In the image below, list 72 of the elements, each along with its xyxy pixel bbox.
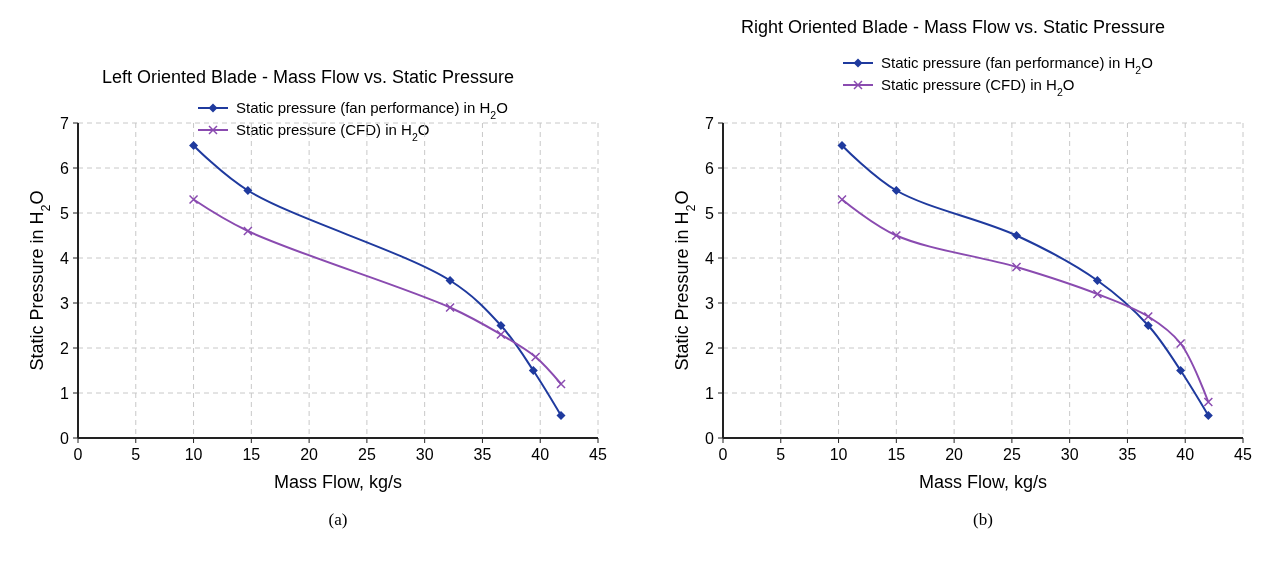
- y-tick-label: 7: [705, 115, 715, 132]
- chart-title: Right Oriented Blade - Mass Flow vs. Static Pressure: [740, 17, 1166, 37]
- x-tick-label: 30: [1060, 446, 1079, 463]
- point: [528, 366, 538, 375]
- x-tick-label: 40: [531, 446, 550, 463]
- x-tick-label: 45: [589, 446, 607, 463]
- x-tick-label: 10: [184, 446, 203, 463]
- point: [243, 186, 253, 195]
- x-tick-label: 30: [415, 446, 434, 463]
- y-tick-label: 3: [60, 295, 70, 312]
- point: [445, 276, 455, 285]
- point: [837, 141, 847, 150]
- point: [1092, 276, 1102, 285]
- y-tick-label: 3: [705, 295, 715, 312]
- y-tick-label: 1: [60, 385, 70, 402]
- y-tick-label: 4: [60, 250, 70, 267]
- x-tick-label: 35: [1118, 446, 1137, 463]
- point: [891, 186, 901, 195]
- chart-title: Left Oriented Blade - Mass Flow vs. Static Pressure: [101, 67, 515, 87]
- point: [445, 302, 455, 313]
- x-tick-label: 20: [300, 446, 319, 463]
- x-tick-label: 0: [73, 446, 83, 463]
- y-tick-label: 0: [705, 430, 715, 447]
- y-tick-label: 5: [705, 205, 715, 222]
- point: [1176, 366, 1186, 375]
- point: [556, 379, 566, 389]
- point: [530, 352, 541, 362]
- y-tick-label: 6: [60, 160, 70, 177]
- point: [556, 411, 566, 420]
- x-tick-label: 15: [242, 446, 261, 463]
- text: (a): [328, 510, 348, 529]
- point: [1203, 411, 1213, 420]
- point: [1143, 311, 1153, 322]
- x-tick-label: 45: [1234, 446, 1252, 463]
- y-tick-label: 2: [705, 340, 715, 357]
- point: [1012, 231, 1022, 240]
- point: [243, 226, 253, 236]
- y-tick-label: 1: [705, 385, 715, 402]
- point: [496, 321, 506, 330]
- y-tick-label: 6: [705, 160, 715, 177]
- y-tick-label: 7: [60, 115, 70, 132]
- x-tick-label: 20: [945, 446, 964, 463]
- point: [1175, 338, 1186, 349]
- point: [1203, 397, 1214, 407]
- point: [1143, 321, 1153, 330]
- point: [837, 194, 847, 205]
- point: [1011, 262, 1022, 272]
- y-tick-label: 2: [60, 340, 70, 357]
- point: [891, 230, 902, 241]
- x-tick-label: 25: [357, 446, 376, 463]
- x-tick-label: 40: [1176, 446, 1195, 463]
- x-axis-title: Mass Flow, kg/s: [273, 472, 403, 492]
- y-tick-label: 4: [705, 250, 715, 267]
- x-tick-label: 5: [776, 446, 786, 463]
- text: (b): [973, 510, 993, 529]
- y-tick-label: 5: [60, 205, 70, 222]
- point: [1092, 289, 1103, 299]
- point: [496, 329, 506, 340]
- x-axis-title: Mass Flow, kg/s: [918, 472, 1048, 492]
- legend-label: Static pressure (CFD) in H$_{2}$O: [881, 76, 1075, 98]
- legend-label: Static pressure (fan performance) in H$_{2}$O: [881, 54, 1153, 76]
- x-tick-label: 0: [718, 446, 728, 463]
- legend-label: Static pressure (fan performance) in H$_{2}$O: [236, 99, 508, 121]
- legend-label: Static pressure (CFD) in H$_{2}$O: [236, 121, 430, 143]
- x-tick-label: 25: [1002, 446, 1021, 463]
- x-tick-label: 35: [473, 446, 492, 463]
- x-tick-label: 10: [829, 446, 848, 463]
- x-tick-label: 15: [887, 446, 906, 463]
- x-tick-label: 5: [131, 446, 141, 463]
- point: [189, 141, 199, 150]
- y-tick-label: 0: [60, 430, 70, 447]
- point: [188, 194, 199, 205]
